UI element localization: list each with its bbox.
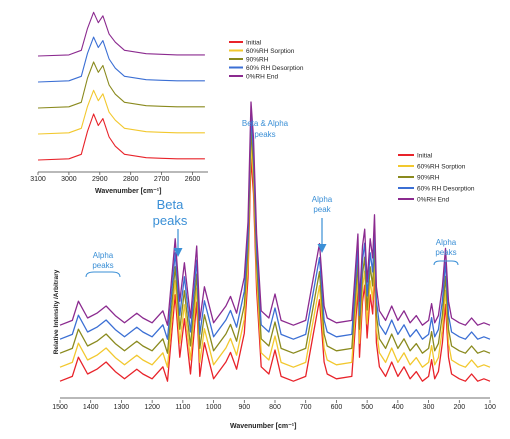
inset-legend-label-60-rh-sorption: 60%RH Sorption: [246, 48, 295, 55]
main-y-axis-label: Relative Intensity /Arbitrary: [53, 269, 60, 354]
main-tick-label-600: 600: [331, 404, 343, 411]
annotation-alpha-peaks-left-line2: peaks: [92, 261, 113, 270]
main-legend-label-0-rh-end: 0%RH End: [417, 196, 450, 203]
annotation-beta-alpha-line1: Beta & Alpha: [242, 119, 289, 128]
annotation-alpha-peaks-right-line2: peaks: [435, 248, 456, 257]
main-tick-label-900: 900: [238, 404, 250, 411]
main-legend-label-60-rh-desorption: 60% RH Desorption: [417, 185, 475, 192]
alpha-peaks-right-bracket: [433, 260, 459, 266]
main-tick-label-400: 400: [392, 404, 404, 411]
inset-legend-label-60-rh-desorption: 60% RH Desorption: [246, 65, 304, 72]
annotation-alpha-peaks-left-line1: Alpha: [93, 251, 114, 260]
main-x-ticks: 1500 1400 1300 1200 1100 1000 900 800 700 600 500 4…: [52, 400, 496, 411]
main-tick-label-500: 500: [361, 404, 373, 411]
main-tick-label-100: 100: [484, 404, 496, 411]
beta-arrow-head: [173, 248, 183, 257]
inset-tick-label-2700: 2700: [154, 176, 170, 183]
inset-x-axis-label: Wavenumber [cm⁻¹]: [95, 188, 161, 195]
main-series-90-rh: [59, 129, 491, 354]
inset-series-60-rh-desorption: [37, 36, 205, 83]
main-tick-label-200: 200: [453, 404, 465, 411]
annotation-alpha-peaks-left: Alpha peaks: [85, 251, 121, 278]
inset-tick-label-3000: 3000: [61, 176, 77, 183]
main-tick-label-800: 800: [269, 404, 281, 411]
inset-x-ticks: 3100 3000 2900 2800 2700 2600: [30, 172, 200, 183]
inset-tick-label-3100: 3100: [30, 176, 46, 183]
main-legend-label-initial: Initial: [417, 152, 433, 159]
inset-legend-label-0-rh-end: 0%RH End: [246, 73, 279, 80]
inset-legend-label-initial: Initial: [246, 39, 262, 46]
main-legend: Initial 60%RH Sorption 90%RH 60% RH Desorpt…: [398, 152, 475, 203]
main-series-0-rh-end: [59, 101, 491, 326]
alpha-peaks-left-bracket: [85, 271, 121, 278]
main-tick-label-1100: 1100: [175, 404, 190, 411]
annotation-alpha-peaks-right: Alpha peaks: [433, 238, 459, 266]
annotation-alpha-peak-mid-line1: Alpha: [312, 195, 333, 204]
annotation-beta-peaks-line1: Beta: [157, 197, 185, 212]
main-tick-label-1500: 1500: [52, 404, 68, 411]
main-tick-label-1300: 1300: [114, 404, 130, 411]
annotation-beta-peaks-line2: peaks: [153, 213, 188, 228]
inset-chart: 3100 3000 2900 2800 2700 2600 Wavenumber [cm⁻…: [30, 11, 304, 195]
main-chart: 1500 1400 1300 1200 1100 1000 900 800 700 600 500 4…: [52, 101, 496, 430]
main-series-lines: [59, 101, 491, 382]
inset-series-60-rh-sorption: [37, 89, 205, 135]
main-series-60-rh-sorption: [59, 143, 491, 368]
inset-legend-label-90-rh: 90%RH: [246, 56, 269, 63]
main-x-axis-label: Wavenumber [cm⁻¹]: [230, 423, 296, 430]
inset-series-90-rh: [37, 61, 205, 109]
main-legend-label-90-rh: 90%RH: [417, 174, 440, 181]
annotation-beta-alpha-peaks: Beta & Alpha peaks: [242, 119, 289, 139]
main-tick-label-700: 700: [300, 404, 312, 411]
annotation-alpha-peaks-right-line1: Alpha: [436, 238, 457, 247]
main-tick-label-1400: 1400: [83, 404, 99, 411]
inset-tick-label-2900: 2900: [92, 176, 108, 183]
main-tick-label-1000: 1000: [206, 404, 222, 411]
inset-series-0-rh-end: [37, 11, 205, 57]
main-tick-label-300: 300: [423, 404, 435, 411]
inset-series-lines: [37, 11, 205, 161]
main-series-60-rh-desorption: [59, 115, 491, 340]
inset-tick-label-2600: 2600: [185, 176, 201, 183]
annotation-beta-peaks: Beta peaks: [153, 197, 188, 257]
main-tick-label-1200: 1200: [144, 404, 160, 411]
annotation-beta-alpha-line2: peaks: [254, 130, 275, 139]
inset-series-initial: [37, 113, 205, 161]
inset-tick-label-2800: 2800: [123, 176, 139, 183]
main-series-initial: [59, 157, 491, 382]
main-legend-label-60-rh-sorption: 60%RH Sorption: [417, 163, 466, 170]
annotation-alpha-peak-mid-line2: peak: [313, 205, 331, 214]
alpha-mid-arrow-head: [317, 244, 327, 253]
annotation-alpha-peak-mid: Alpha peak: [312, 195, 333, 253]
